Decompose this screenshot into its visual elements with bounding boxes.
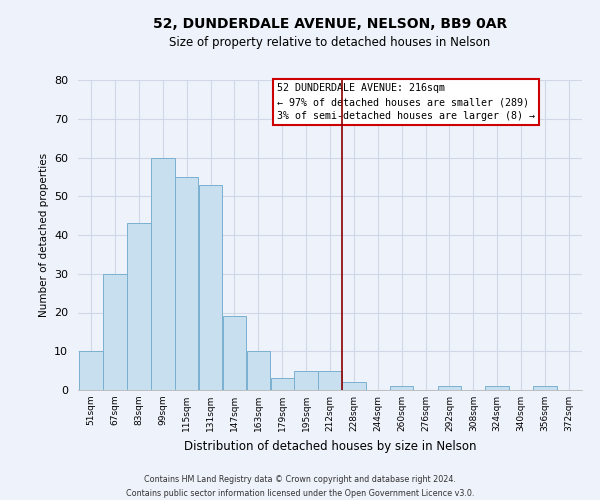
Bar — [342, 382, 365, 390]
Bar — [151, 158, 175, 390]
Text: 52, DUNDERDALE AVENUE, NELSON, BB9 0AR: 52, DUNDERDALE AVENUE, NELSON, BB9 0AR — [153, 18, 507, 32]
Bar — [199, 184, 222, 390]
Bar — [175, 177, 199, 390]
Bar — [318, 370, 342, 390]
Bar — [295, 370, 318, 390]
Y-axis label: Number of detached properties: Number of detached properties — [38, 153, 49, 317]
Bar — [103, 274, 127, 390]
Bar — [271, 378, 294, 390]
Bar — [485, 386, 509, 390]
Text: 52 DUNDERDALE AVENUE: 216sqm
← 97% of detached houses are smaller (289)
3% of se: 52 DUNDERDALE AVENUE: 216sqm ← 97% of de… — [277, 83, 535, 121]
Text: Contains HM Land Registry data © Crown copyright and database right 2024.
Contai: Contains HM Land Registry data © Crown c… — [126, 476, 474, 498]
Text: Size of property relative to detached houses in Nelson: Size of property relative to detached ho… — [169, 36, 491, 49]
Bar — [247, 351, 270, 390]
X-axis label: Distribution of detached houses by size in Nelson: Distribution of detached houses by size … — [184, 440, 476, 452]
Bar — [223, 316, 246, 390]
Bar — [127, 224, 151, 390]
Bar — [390, 386, 413, 390]
Bar — [79, 351, 103, 390]
Bar — [533, 386, 557, 390]
Bar — [438, 386, 461, 390]
